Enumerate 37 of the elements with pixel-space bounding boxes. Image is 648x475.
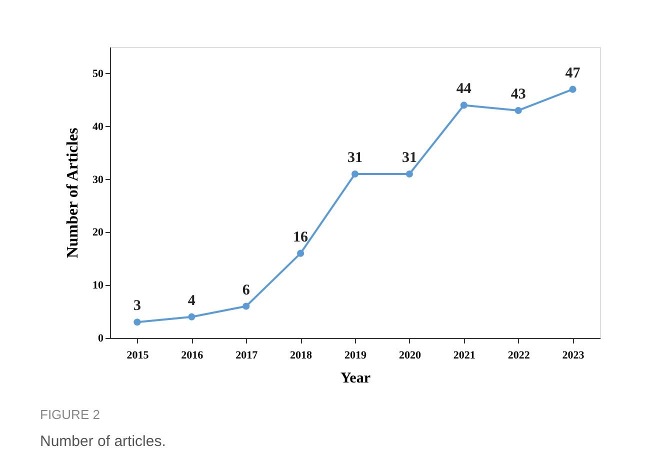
y-tick-label: 10 bbox=[92, 280, 104, 292]
point bbox=[569, 86, 576, 93]
caption: FIGURE 2 bbox=[40, 407, 100, 422]
point bbox=[351, 170, 359, 178]
data-label: 44 bbox=[456, 81, 472, 98]
point bbox=[460, 102, 468, 109]
x-tick-label: 2019 bbox=[344, 350, 367, 362]
y-tick-label: 0 bbox=[98, 332, 104, 344]
text: Number of articles. bbox=[40, 433, 166, 450]
y-tick-label: 40 bbox=[92, 120, 104, 133]
point bbox=[514, 106, 522, 114]
x-tick-label: 2015 bbox=[126, 350, 150, 362]
x-tick-label: 2021 bbox=[453, 350, 476, 362]
data-label: 6 bbox=[242, 282, 250, 298]
y-tick-label: 20 bbox=[92, 226, 104, 239]
data-label: 31 bbox=[402, 150, 417, 166]
point bbox=[188, 313, 196, 320]
y-axis-title: Number of Articles bbox=[64, 128, 82, 258]
point bbox=[297, 250, 304, 257]
data-label: 4 bbox=[188, 292, 196, 309]
x-tick-label: 2022 bbox=[508, 350, 530, 362]
x-axis-title: Year bbox=[340, 370, 371, 386]
point bbox=[134, 318, 141, 326]
x-tick-label: 2023 bbox=[562, 350, 585, 362]
x-tick-label: 2017 bbox=[236, 350, 258, 362]
point bbox=[242, 302, 250, 310]
x-tick-label: 2018 bbox=[290, 350, 313, 362]
data-label: 3 bbox=[133, 298, 141, 314]
data-label: 31 bbox=[348, 150, 362, 166]
data-label: 16 bbox=[293, 229, 309, 246]
data-label: 47 bbox=[565, 65, 581, 82]
x-tick-label: 2020 bbox=[398, 350, 422, 362]
data-label: 43 bbox=[510, 86, 526, 102]
point bbox=[406, 170, 413, 178]
y-tick-label: 30 bbox=[92, 174, 104, 186]
x-tick-label: 2016 bbox=[181, 350, 204, 362]
y-tick-label: 50 bbox=[92, 68, 104, 80]
